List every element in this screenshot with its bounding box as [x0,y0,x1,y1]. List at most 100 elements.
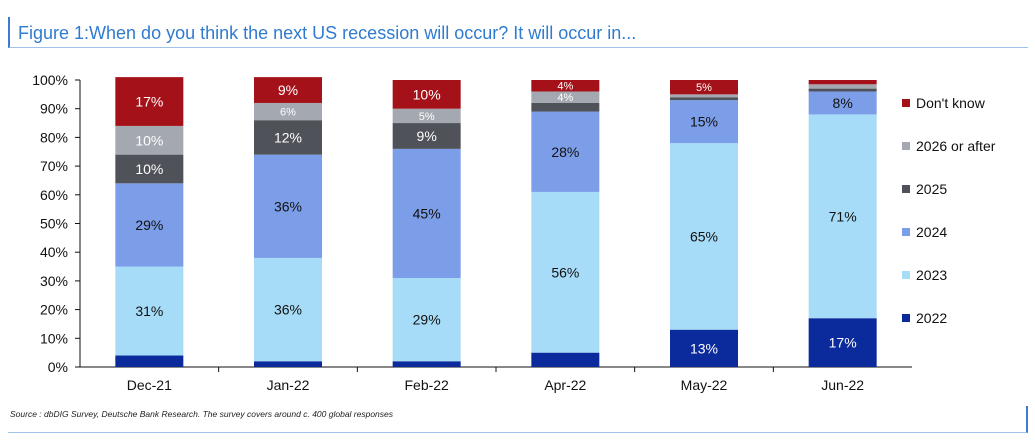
bar-segment [808,318,877,367]
bar-segment [392,278,461,362]
x-tick-label: May-22 [681,377,728,393]
bar-segment [670,143,738,330]
y-tick-label: 80% [40,129,68,145]
data-label: 28% [551,144,579,160]
bar-segment [808,88,877,92]
data-label: 31% [135,303,163,319]
bar-segment [254,154,322,258]
data-label: 8% [833,95,853,111]
data-label: 6% [280,107,296,119]
legend-label: Don't know [916,95,985,111]
bar-segment [392,108,461,124]
data-label: 36% [274,198,302,214]
x-tick-label: Feb-22 [404,377,449,393]
legend-item: 2025 [902,179,947,199]
legend-label: 2023 [916,267,948,283]
data-label: 9% [278,82,298,98]
bar-segment [531,91,600,103]
data-label: 29% [413,312,441,328]
y-tick-label: 20% [40,302,68,318]
legend-item: Don't know [902,93,985,113]
bar-segment [531,111,600,192]
bar-segment [115,266,184,356]
data-label: 12% [274,129,302,145]
bar-segment [670,329,738,367]
x-tick-label: Jun-22 [821,377,864,393]
data-label: 10% [413,86,441,102]
bar-segment [531,80,600,92]
data-label: 15% [690,114,718,130]
legend-swatch [902,99,910,107]
bar-segment [115,154,184,184]
legend-item: 2022 [902,308,947,328]
bar-segment [115,355,184,367]
bar-segment [670,100,738,144]
bar-segment [254,361,322,367]
bar-segment [115,183,184,267]
data-label: 10% [135,132,163,148]
bar-segment [670,97,738,101]
legend-label: 2024 [916,224,948,240]
bar-segment [392,148,461,279]
legend-item: 2023 [902,265,947,285]
data-label: 4% [557,81,573,93]
bar-segment [254,102,322,121]
y-tick-label: 90% [40,101,68,117]
bar-segment [808,91,877,115]
y-tick-label: 0% [48,359,68,375]
legend-label: 2026 or after [916,138,996,154]
bar-segment [808,80,877,85]
bar-segment [254,257,322,362]
bar-segment [115,77,184,126]
x-tick-label: Jan-22 [267,377,310,393]
bar-segment [254,77,322,103]
figure-title-bar: Figure 1:When do you think the next US r… [8,17,1028,48]
bar-segment [808,84,877,89]
bar-segment [808,114,877,319]
y-tick-label: 10% [40,330,68,346]
data-label: 5% [419,111,435,123]
bar-segment [254,120,322,155]
legend-swatch [902,314,910,322]
source-note: Source : dbDIG Survey, Deutsche Bank Res… [10,409,394,419]
data-label: 4% [557,92,573,104]
data-label: 65% [690,228,718,244]
data-label: 36% [274,302,302,318]
y-tick-label: 70% [40,158,68,174]
data-label: 17% [829,335,857,351]
legend-item: 2026 or after [902,136,995,156]
data-label: 29% [135,217,163,233]
data-label: 17% [135,94,163,110]
y-tick-label: 40% [40,244,68,260]
y-tick-label: 60% [40,187,68,203]
x-tick-label: Apr-22 [544,377,586,393]
y-tick-label: 30% [40,273,68,289]
bar-segment [670,94,738,98]
data-label: 71% [829,208,857,224]
bar-segment [392,123,461,149]
data-label: 5% [696,82,712,94]
data-label: 45% [413,205,441,221]
data-label: 9% [417,128,437,144]
data-label: 56% [551,264,579,280]
bar-segment [531,102,600,112]
bar-segment [392,80,461,109]
y-tick-label: 100% [32,72,68,88]
legend-swatch [902,142,910,150]
bar-segment [115,125,184,155]
x-tick-label: Dec-21 [127,377,172,393]
legend-item: 2024 [902,222,947,242]
bar-segment [531,191,600,353]
figure-footer: Source : dbDIG Survey, Deutsche Bank Res… [8,406,1028,433]
bar-segment [670,80,738,95]
data-label: 10% [135,161,163,177]
legend-label: 2025 [916,181,948,197]
figure-title: Figure 1:When do you think the next US r… [18,23,637,43]
bar-segment [392,361,461,367]
legend-swatch [902,228,910,236]
legend-label: 2022 [916,310,948,326]
data-label: 13% [690,340,718,356]
legend-swatch [902,185,910,193]
bar-segment [531,352,600,367]
